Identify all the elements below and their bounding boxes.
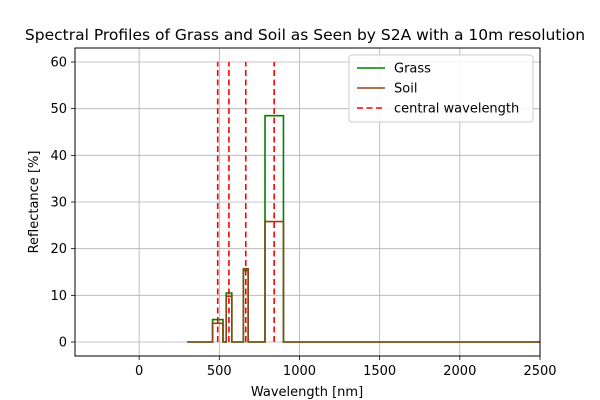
y-tick-label: 30 xyxy=(50,196,67,211)
y-tick-label: 50 xyxy=(50,102,67,117)
x-tick-label: 500 xyxy=(207,364,232,379)
legend-label-central-wavelength: central wavelength xyxy=(394,102,519,117)
y-tick-label: 20 xyxy=(50,242,67,257)
ticks: 0 500 1000 1500 2000 2500 0 10 20 30 40 50 60 xyxy=(50,56,556,380)
legend-box xyxy=(348,54,534,123)
series-layer xyxy=(187,62,540,343)
y-tick-label: 40 xyxy=(50,149,67,164)
soil-series-line xyxy=(187,220,540,343)
chart-title: Spectral Profiles of Grass and Soil as S… xyxy=(25,26,585,44)
y-tick-label: 10 xyxy=(50,289,67,304)
x-tick-label: 2500 xyxy=(523,364,556,379)
x-tick-label: 0 xyxy=(135,364,143,379)
x-tick-label: 1500 xyxy=(363,364,396,379)
legend-label-soil: Soil xyxy=(394,82,417,97)
y-tick-label: 0 xyxy=(59,336,67,351)
legend-label-grass: Grass xyxy=(394,62,431,77)
y-axis-label: Reflectance [%] xyxy=(27,151,42,254)
x-tick-label: 2000 xyxy=(443,364,476,379)
grid xyxy=(75,48,541,356)
y-tick-label: 60 xyxy=(50,56,67,71)
x-axis-label: Wavelength [nm] xyxy=(251,385,363,400)
legend: Grass Soil central wavelength xyxy=(348,54,534,123)
x-tick-label: 1000 xyxy=(283,364,316,379)
